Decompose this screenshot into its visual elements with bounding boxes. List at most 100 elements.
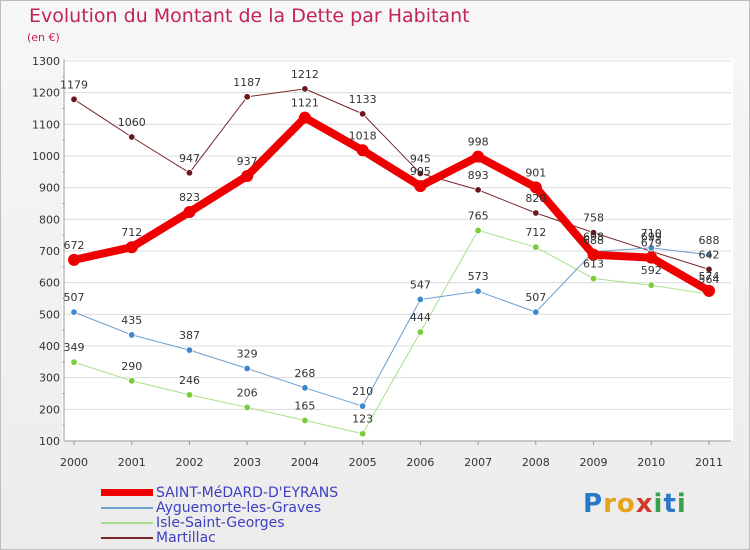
y-tick-label: 800	[39, 213, 60, 226]
data-point	[243, 403, 251, 412]
data-label: 574	[699, 270, 720, 283]
logo-letter: i	[653, 489, 664, 519]
data-label: 688	[583, 234, 604, 247]
y-tick-label: 1100	[32, 118, 60, 131]
x-tick-label: 2010	[637, 456, 665, 469]
data-label: 507	[64, 291, 85, 304]
data-label: 642	[699, 248, 720, 261]
data-point	[474, 226, 482, 235]
y-tick-label: 500	[39, 308, 60, 321]
data-label: 937	[237, 155, 258, 168]
data-label: 349	[64, 341, 85, 354]
legend-item: Martillac	[101, 530, 338, 546]
data-label: 387	[179, 329, 200, 342]
data-label: 1060	[118, 116, 146, 129]
data-point	[183, 206, 196, 219]
data-point	[70, 308, 78, 316]
x-tick-label: 2006	[406, 456, 434, 469]
data-label: 688	[699, 234, 720, 247]
data-label: 507	[525, 291, 546, 304]
data-point	[358, 430, 367, 438]
legend-item: Ayguemorte-les-Graves	[101, 500, 338, 516]
legend-swatch	[101, 506, 153, 509]
data-label: 1179	[60, 78, 88, 91]
data-label: 206	[237, 386, 258, 399]
series-line	[73, 88, 710, 270]
data-point	[70, 95, 78, 104]
x-tick-label: 2005	[349, 456, 377, 469]
data-label: 246	[179, 374, 200, 387]
data-label: 1187	[233, 76, 261, 89]
data-label: 679	[641, 237, 662, 250]
data-point	[241, 169, 254, 182]
data-point	[185, 391, 194, 399]
x-tick-label: 2003	[233, 456, 261, 469]
data-point	[243, 364, 251, 373]
data-point	[645, 251, 658, 264]
data-label: 905	[410, 165, 431, 178]
data-point	[358, 110, 367, 118]
data-point	[416, 169, 425, 178]
data-point	[128, 331, 136, 339]
data-label: 123	[352, 413, 373, 426]
data-label: 329	[237, 347, 258, 360]
y-tick-label: 200	[39, 403, 60, 416]
x-tick-label: 2002	[175, 456, 203, 469]
legend-swatch	[101, 489, 153, 496]
data-point	[356, 144, 369, 157]
data-point	[128, 133, 136, 141]
data-point	[128, 377, 136, 385]
y-tick-label: 700	[39, 245, 60, 258]
data-label: 699	[641, 230, 662, 243]
data-label: 765	[468, 209, 489, 222]
data-point	[472, 150, 485, 163]
data-label: 712	[121, 226, 142, 239]
chart-legend: SAINT-MéDARD-D'EYRANS Ayguemorte-les-Grav…	[101, 485, 338, 546]
x-tick-label: 2008	[522, 456, 550, 469]
data-label: 1121	[291, 97, 319, 110]
data-point	[358, 402, 367, 410]
logo-letter: t	[663, 489, 677, 519]
plot-area	[62, 59, 733, 441]
data-label: 1212	[291, 68, 319, 81]
data-label: 998	[468, 136, 489, 149]
proxiti-logo: Proxiti	[583, 489, 687, 519]
chart-subtitle: (en €)	[27, 31, 60, 44]
data-label: 165	[294, 399, 315, 412]
logo-letter: P	[583, 489, 604, 519]
x-tick-label: 2001	[118, 456, 146, 469]
data-point	[532, 243, 540, 251]
y-tick-label: 1200	[32, 87, 60, 100]
data-point	[474, 287, 482, 295]
data-point	[301, 384, 309, 392]
series-line	[73, 247, 710, 407]
data-point	[68, 253, 80, 266]
y-tick-label: 300	[39, 372, 60, 385]
logo-letter: x	[635, 489, 654, 519]
data-point	[474, 186, 482, 194]
data-point	[532, 209, 540, 217]
data-point	[703, 284, 715, 297]
x-tick-label: 2007	[464, 456, 492, 469]
x-tick-label: 2009	[580, 456, 608, 469]
legend-swatch	[101, 521, 153, 524]
data-point	[70, 358, 78, 366]
data-label: 710	[641, 227, 662, 240]
data-label: 672	[64, 239, 85, 252]
y-tick-label: 100	[39, 435, 60, 448]
data-label: 1018	[349, 129, 377, 142]
data-label: 564	[699, 273, 720, 286]
data-label: 947	[179, 152, 200, 165]
data-label: 268	[294, 367, 315, 380]
data-label: 573	[468, 270, 489, 283]
data-label: 592	[641, 264, 662, 277]
data-label: 444	[410, 311, 431, 324]
data-point	[414, 180, 427, 193]
data-label: 823	[179, 191, 200, 204]
logo-letter: r	[603, 489, 617, 519]
data-point	[185, 346, 194, 354]
legend-swatch	[101, 536, 153, 539]
data-point	[705, 251, 713, 259]
y-tick-label: 900	[39, 182, 60, 195]
